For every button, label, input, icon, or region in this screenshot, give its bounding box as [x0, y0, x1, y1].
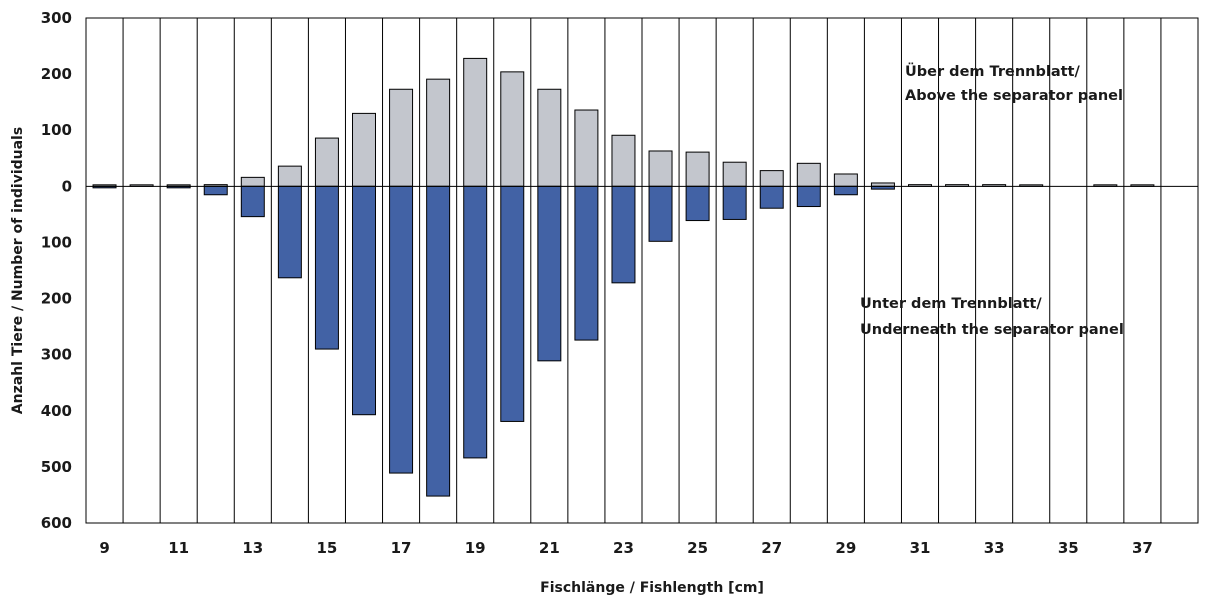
bars-above-series — [92, 57, 1155, 187]
bar-above-19 — [463, 57, 488, 187]
x-tick-label: 23 — [613, 539, 634, 557]
y-axis-tick-labels: 300 200 100 0 100 200 300 400 500 600 — [41, 9, 72, 532]
x-tick-label: 17 — [391, 539, 412, 557]
vertical-gridlines — [122, 18, 1162, 523]
y-axis-label: Anzahl Tiere / Number of individuals — [10, 127, 26, 414]
x-axis-tick-labels: 9 11 13 15 17 19 21 23 25 27 29 31 33 35 37 — [99, 539, 1153, 557]
x-tick-label: 29 — [835, 539, 856, 557]
y-tick-label: 200 — [41, 290, 72, 308]
bar-below-19 — [463, 185, 488, 459]
bar-above-26 — [722, 161, 747, 187]
x-tick-label: 13 — [242, 539, 263, 557]
y-tick-label: 400 — [41, 402, 72, 420]
bar-below-29 — [833, 185, 858, 196]
bar-above-22 — [574, 109, 599, 187]
bar-above-17 — [389, 88, 414, 187]
bar-below-21 — [537, 185, 562, 362]
bar-below-28 — [796, 185, 821, 208]
y-tick-label: 300 — [41, 9, 72, 27]
bar-below-14 — [277, 185, 302, 279]
bar-above-24 — [648, 150, 673, 187]
bar-above-21 — [537, 88, 562, 187]
bar-below-15 — [314, 185, 339, 350]
bar-above-28 — [796, 162, 821, 187]
x-tick-label: 35 — [1058, 539, 1079, 557]
bar-above-30 — [870, 182, 895, 187]
y-tick-label: 500 — [41, 458, 72, 476]
bar-above-18 — [426, 78, 451, 187]
y-tick-label: 600 — [41, 514, 72, 532]
x-axis-label: Fischlänge / Fishlength [cm] — [540, 580, 764, 596]
y-tick-label: 100 — [41, 121, 72, 139]
x-tick-label: 19 — [465, 539, 486, 557]
bar-above-25 — [685, 151, 710, 187]
annotation-above-line1: Über dem Trennblatt/ — [905, 62, 1080, 80]
x-tick-label: 37 — [1132, 539, 1153, 557]
bar-above-23 — [611, 134, 636, 187]
bar-above-29 — [833, 173, 858, 187]
bar-below-25 — [685, 185, 710, 222]
annotation-above-line2: Above the separator panel — [905, 88, 1123, 104]
bar-above-27 — [759, 170, 784, 187]
bar-below-20 — [500, 185, 525, 422]
y-tick-label: 100 — [41, 233, 72, 251]
x-tick-label: 27 — [761, 539, 782, 557]
x-tick-label: 33 — [984, 539, 1005, 557]
bar-below-22 — [574, 185, 599, 341]
bar-above-14 — [277, 165, 302, 187]
x-tick-label: 15 — [316, 539, 337, 557]
y-tick-label: 300 — [41, 346, 72, 364]
x-tick-label: 31 — [910, 539, 931, 557]
plot-frame — [85, 17, 1199, 524]
x-tick-label: 21 — [539, 539, 560, 557]
bar-below-26 — [722, 185, 747, 220]
bar-below-27 — [759, 185, 784, 209]
bar-below-24 — [648, 185, 673, 242]
annotation-below-line1: Unter dem Trennblatt/ — [860, 296, 1042, 312]
annotation-below-line2: Underneath the separator panel — [860, 322, 1124, 338]
bar-below-23 — [611, 185, 636, 284]
bar-below-17 — [389, 185, 414, 474]
bar-below-18 — [426, 185, 451, 497]
bar-below-12 — [203, 185, 228, 196]
x-tick-label: 25 — [687, 539, 708, 557]
bar-above-15 — [314, 137, 339, 187]
x-tick-label: 9 — [99, 539, 109, 557]
bar-above-16 — [352, 112, 376, 187]
y-tick-label: 200 — [41, 65, 72, 83]
bar-above-20 — [500, 71, 525, 187]
y-tick-label: 0 — [62, 177, 72, 195]
bar-below-16 — [352, 185, 376, 416]
bar-above-13 — [240, 176, 265, 187]
bar-below-13 — [240, 185, 265, 218]
x-tick-label: 11 — [168, 539, 189, 557]
